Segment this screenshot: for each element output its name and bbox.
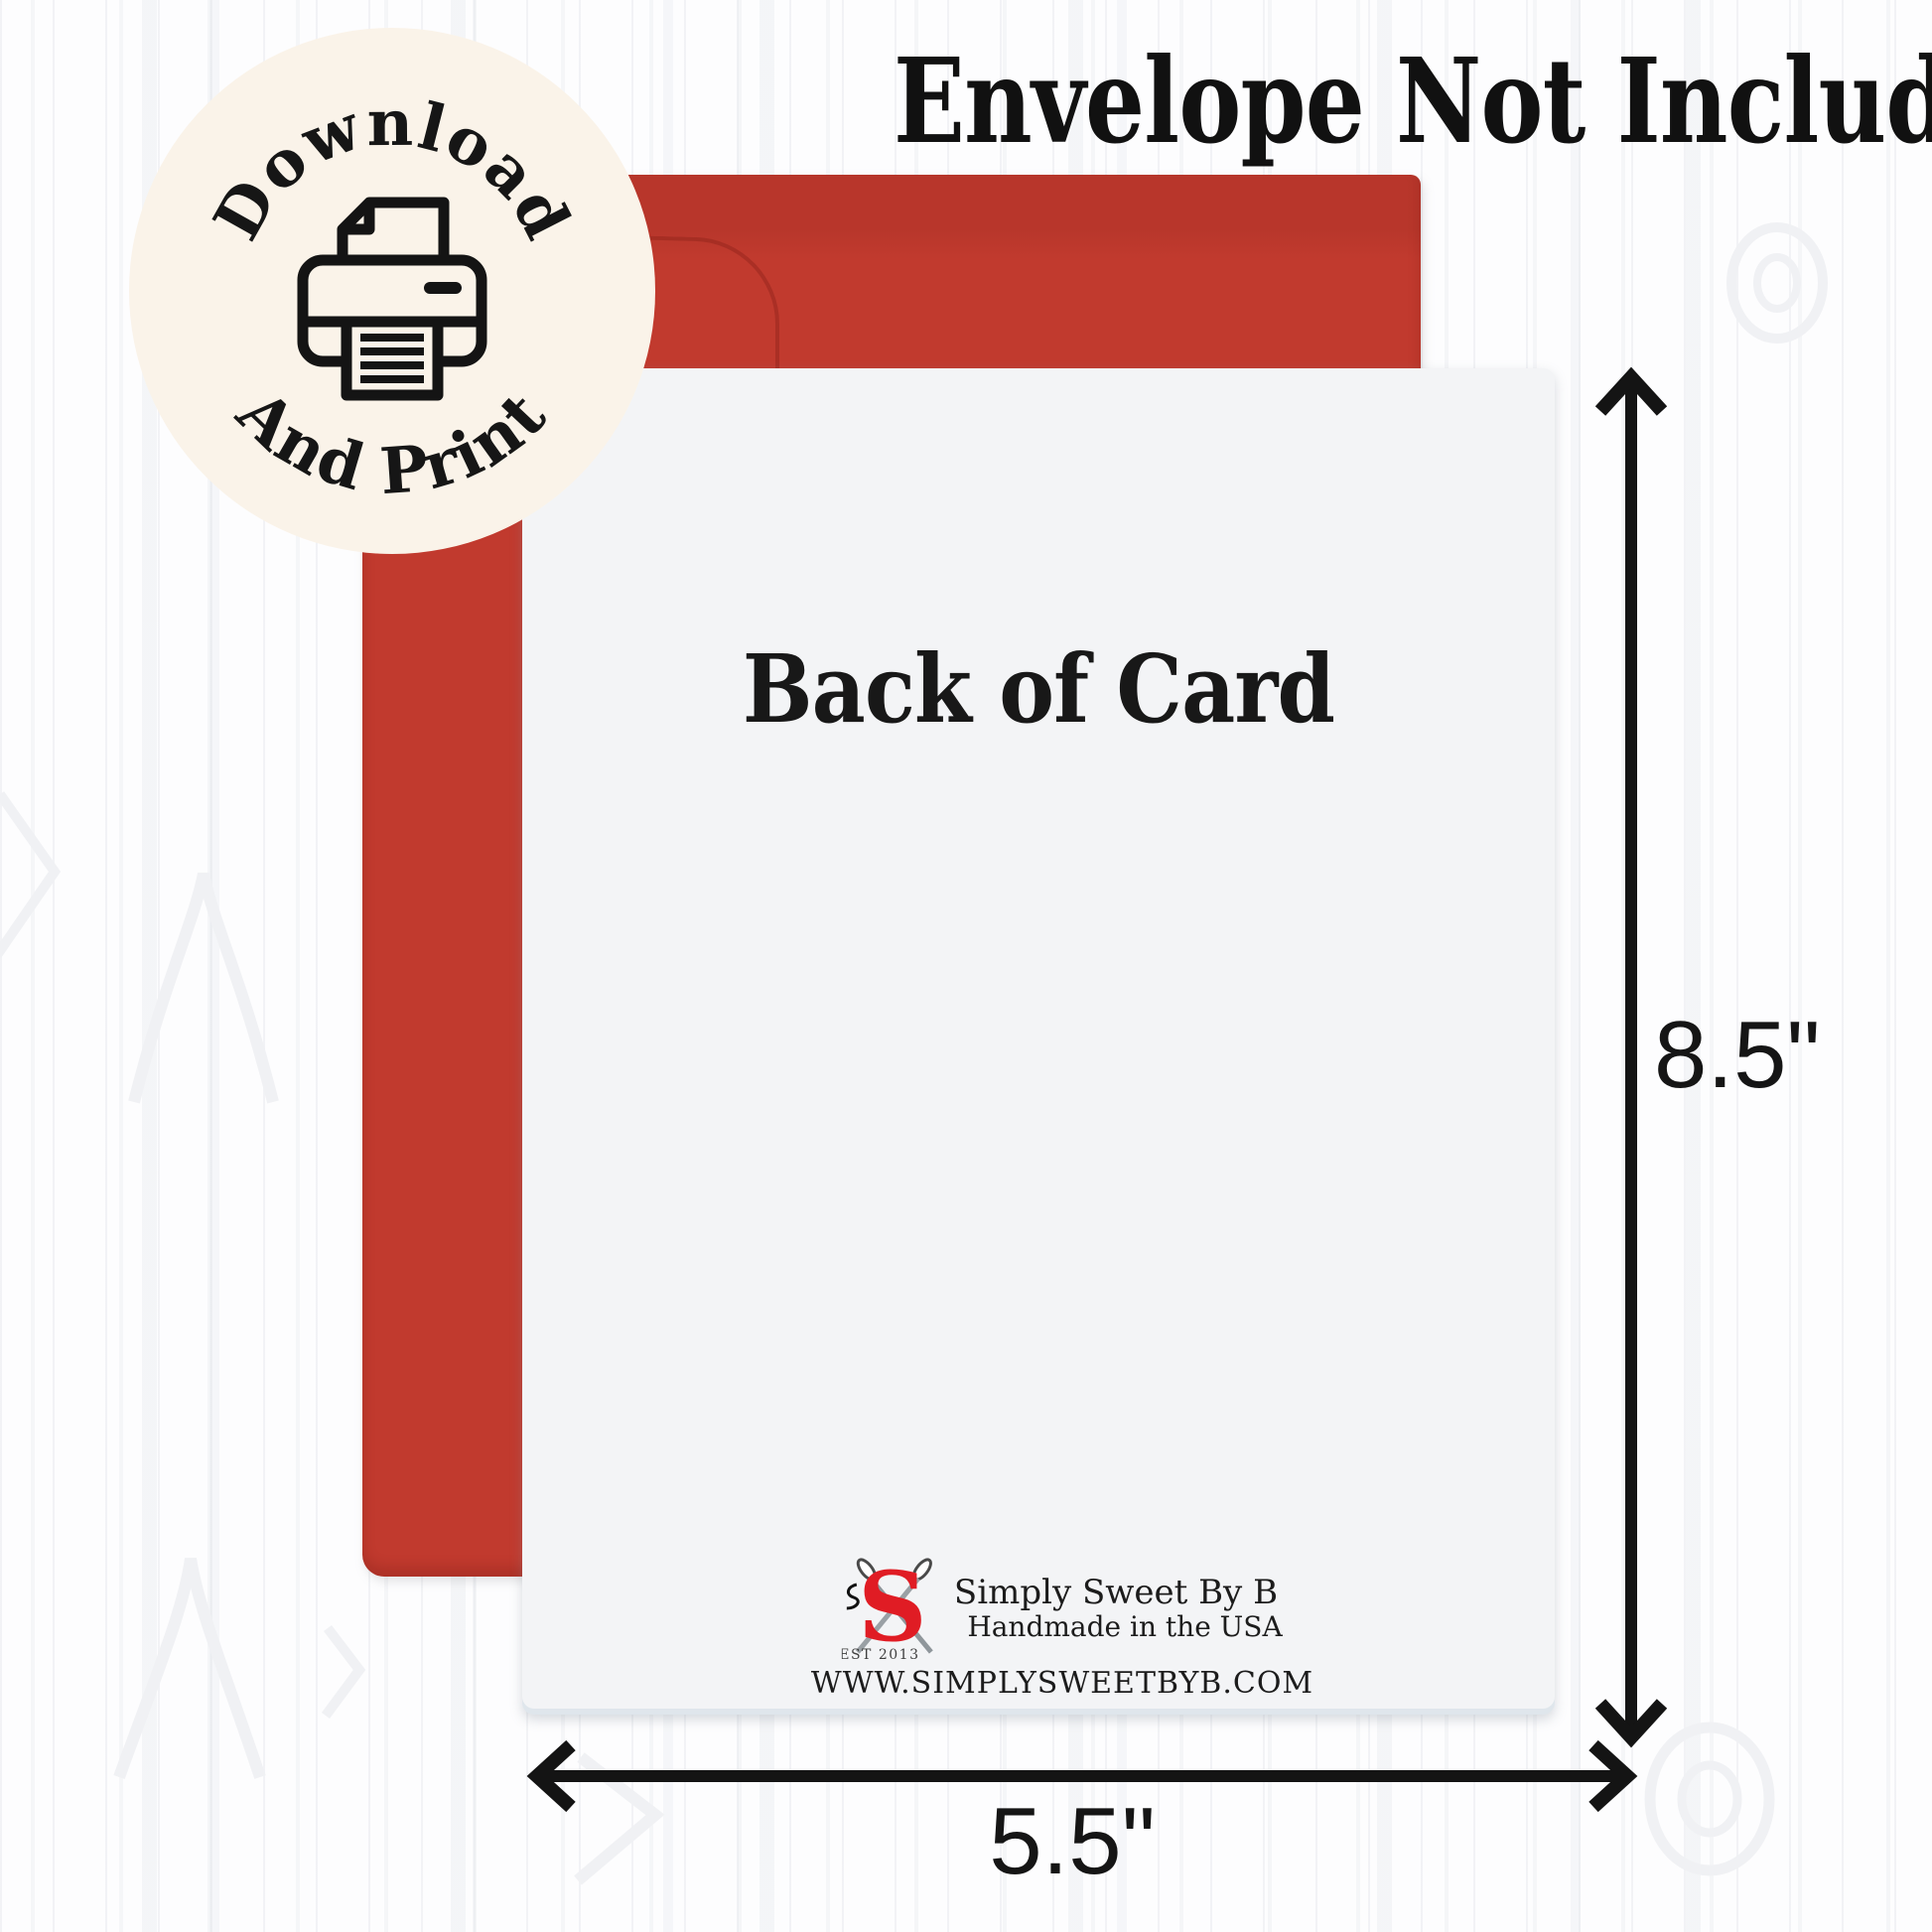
brand-monogram: S <box>859 1551 927 1663</box>
brand-tagline: Handmade in the USA <box>967 1610 1283 1644</box>
envelope-not-included-notice: Envelope Not Included <box>894 32 1932 170</box>
brand-logo-block: S EST 2013 Simply Sweet By B Handmade in… <box>811 1551 1313 1701</box>
crossed-needles-icon: S EST 2013 <box>842 1551 934 1663</box>
brand-name: Simply Sweet By B <box>953 1573 1279 1613</box>
card-back-label: Back of Card <box>742 634 1335 745</box>
thread-squiggle-icon <box>847 1583 861 1610</box>
brand-text-column: Simply Sweet By B Handmade in the USA <box>949 1573 1283 1644</box>
brand-established: EST 2013 <box>842 1647 920 1663</box>
printer-icon <box>297 197 487 401</box>
brand-website: WWW.SIMPLYSWEETBYB.COM <box>810 1666 1314 1701</box>
greeting-card-back: Back of Card S EST 2013 Simply Sweet By … <box>522 368 1555 1715</box>
height-dimension-label: 8.5" <box>1654 1002 1821 1108</box>
brand-logo-row: S EST 2013 Simply Sweet By B Handmade in… <box>842 1551 1282 1666</box>
width-dimension-label: 5.5" <box>989 1788 1156 1894</box>
download-and-print-badge: Download And Print <box>129 28 655 554</box>
